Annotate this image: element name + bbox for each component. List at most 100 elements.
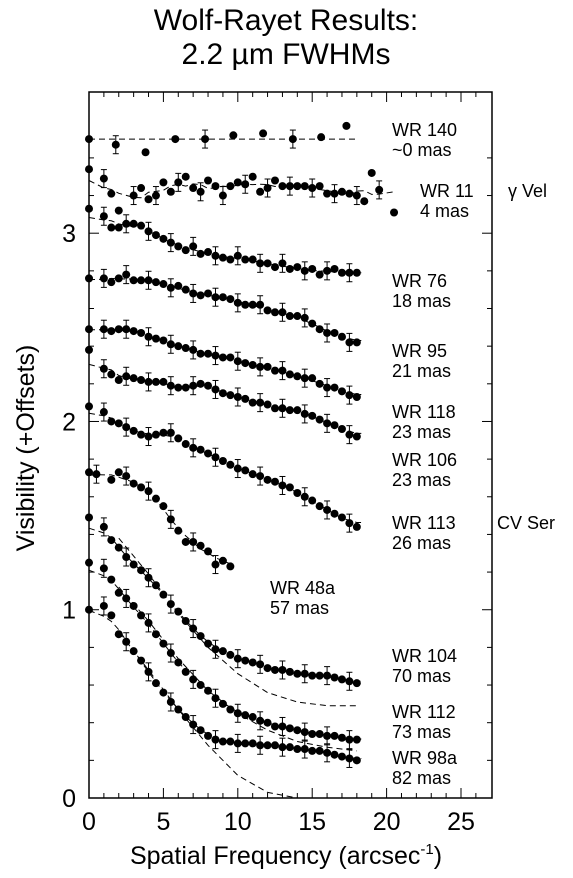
- data-point: [323, 731, 332, 740]
- data-point: [256, 660, 265, 669]
- x-tick-label: 5: [156, 808, 170, 836]
- data-point: [271, 263, 279, 272]
- data-point: [285, 724, 294, 733]
- data-point: [352, 679, 361, 688]
- data-point: [129, 327, 138, 336]
- data-point: [308, 746, 317, 755]
- model-curve: [88, 217, 362, 274]
- data-point: [271, 722, 279, 731]
- data-point: [278, 308, 287, 317]
- data-point: [337, 675, 346, 684]
- data-point: [300, 409, 309, 418]
- data-point: [337, 332, 346, 341]
- data-point: [151, 278, 160, 287]
- x-tick-labels: 0 5 10 15 20 25: [82, 808, 475, 836]
- series-name-label: WR 76: [392, 271, 447, 291]
- data-point: [233, 392, 242, 401]
- data-point: [159, 280, 168, 289]
- data-point: [159, 234, 168, 243]
- data-point: [129, 219, 138, 228]
- data-point: [181, 617, 190, 626]
- data-point: [166, 649, 175, 658]
- data-point: [159, 688, 168, 697]
- data-point: [174, 383, 183, 392]
- data-point: [300, 182, 309, 191]
- series-name-label: WR 106: [392, 450, 457, 470]
- data-point: [122, 472, 131, 481]
- series-size-label: 18 mas: [392, 291, 451, 311]
- data-point: [144, 487, 153, 496]
- data-point: [271, 477, 279, 486]
- data-point: [107, 327, 116, 336]
- data-point: [330, 509, 339, 518]
- data-point: [122, 325, 131, 334]
- data-point: [204, 449, 213, 458]
- data-point: [107, 223, 116, 232]
- data-point: [293, 372, 302, 381]
- series-name-label: WR 98a: [392, 748, 458, 768]
- data-point: [263, 664, 272, 673]
- data-point: [226, 562, 235, 571]
- series-size-label: ~0 mas: [392, 140, 452, 160]
- data-point: [218, 737, 227, 746]
- data-point: [233, 464, 242, 473]
- data-point: [345, 268, 354, 277]
- data-point: [308, 264, 317, 273]
- data-point: [256, 259, 265, 268]
- series-size-label: 23 mas: [392, 422, 451, 442]
- data-point: [166, 238, 175, 247]
- data-point: [256, 716, 265, 725]
- series-size-label: 4 mas: [420, 201, 469, 221]
- data-point: [211, 293, 220, 302]
- data-point: [308, 374, 317, 383]
- data-point: [85, 204, 93, 213]
- data-point: [271, 176, 279, 185]
- data-point: [337, 513, 346, 522]
- data-point: [85, 402, 93, 411]
- data-point: [174, 281, 183, 290]
- data-point: [151, 430, 160, 439]
- data-point: [293, 263, 302, 272]
- series-name-label: WR 48a: [270, 578, 336, 598]
- data-point: [263, 741, 272, 750]
- data-point: [226, 737, 235, 746]
- data-point: [293, 182, 302, 191]
- data-point: [233, 357, 242, 366]
- data-point: [204, 349, 213, 358]
- data-point: [189, 443, 198, 452]
- data-point: [144, 276, 153, 285]
- data-point: [144, 377, 153, 386]
- data-point: [181, 344, 190, 353]
- data-point: [137, 184, 146, 193]
- data-point: [122, 270, 131, 279]
- series-extra-label: CV Ser: [497, 513, 555, 533]
- data-point: [151, 630, 160, 639]
- data-point: [114, 325, 123, 334]
- series-extra-label: γ Vel: [508, 181, 547, 201]
- data-point: [144, 667, 153, 676]
- series-size-label: 82 mas: [392, 768, 451, 788]
- series-name-label: WR 104: [392, 646, 457, 666]
- data-point: [285, 483, 294, 492]
- data-point: [196, 291, 205, 300]
- data-point: [337, 752, 346, 761]
- data-point: [137, 566, 146, 575]
- data-point: [241, 180, 250, 189]
- data-point: [166, 340, 175, 349]
- data-point: [181, 246, 190, 255]
- data-point: [271, 366, 279, 375]
- data-point: [271, 308, 279, 317]
- data-point: [114, 223, 123, 232]
- data-point: [271, 741, 279, 750]
- data-point: [211, 182, 220, 191]
- data-point: [218, 699, 227, 708]
- data-point: [181, 285, 190, 294]
- plot-frame: [88, 91, 493, 799]
- data-point: [174, 607, 183, 616]
- data-point: [218, 293, 227, 302]
- data-point: [196, 249, 205, 258]
- data-point: [345, 189, 354, 198]
- data-point: [226, 255, 235, 264]
- data-point: [99, 212, 108, 221]
- data-point: [107, 417, 116, 426]
